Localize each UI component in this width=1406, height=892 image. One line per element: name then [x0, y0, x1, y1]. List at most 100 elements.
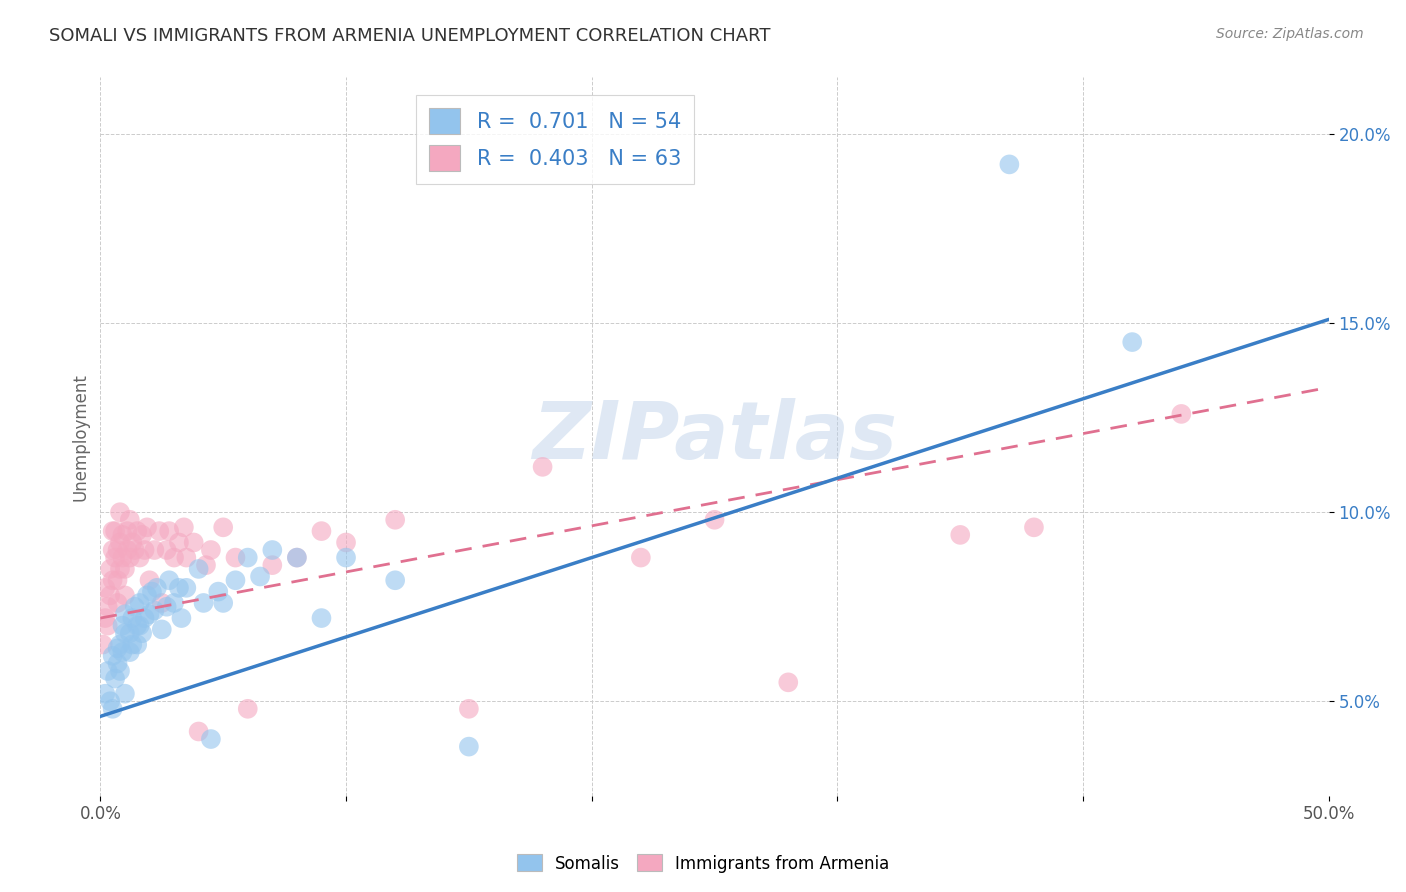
Point [108, 505, 131, 519]
Point [136, 520, 159, 534]
Point [127, 618, 149, 632]
Point [97, 618, 120, 632]
Point [108, 562, 131, 576]
Point [224, 550, 246, 565]
Point [703, 513, 725, 527]
Point [163, 550, 186, 565]
Point [311, 524, 333, 538]
Point [128, 550, 150, 565]
Point [187, 562, 209, 576]
Point [170, 611, 193, 625]
Y-axis label: Unemployment: Unemployment [72, 373, 89, 500]
Point [200, 543, 222, 558]
Point [97, 599, 120, 614]
Point [384, 574, 406, 588]
Point [111, 645, 134, 659]
Point [384, 513, 406, 527]
Point [107, 641, 129, 656]
Point [117, 543, 139, 558]
Legend: R =  0.701   N = 54, R =  0.403   N = 63: R = 0.701 N = 54, R = 0.403 N = 63 [416, 95, 693, 184]
Point [285, 550, 308, 565]
Point [200, 732, 222, 747]
Text: Source: ZipAtlas.com: Source: ZipAtlas.com [1216, 27, 1364, 41]
Point [104, 524, 127, 538]
Point [94, 581, 117, 595]
Point [262, 543, 284, 558]
Point [148, 524, 170, 538]
Point [118, 550, 141, 565]
Point [111, 618, 134, 632]
Point [121, 535, 143, 549]
Point [94, 611, 117, 625]
Legend: Somalis, Immigrants from Armenia: Somalis, Immigrants from Armenia [510, 847, 896, 880]
Point [127, 638, 149, 652]
Point [118, 513, 141, 527]
Point [111, 528, 134, 542]
Point [949, 528, 972, 542]
Point [212, 520, 235, 534]
Point [457, 702, 479, 716]
Point [236, 550, 259, 565]
Point [630, 550, 652, 565]
Point [107, 574, 129, 588]
Point [98, 694, 121, 708]
Point [143, 543, 166, 558]
Point [1121, 335, 1143, 350]
Point [998, 157, 1021, 171]
Point [157, 524, 180, 538]
Point [167, 535, 190, 549]
Point [311, 611, 333, 625]
Point [262, 558, 284, 573]
Point [131, 626, 153, 640]
Point [94, 687, 117, 701]
Point [146, 581, 169, 595]
Point [108, 664, 131, 678]
Point [104, 550, 127, 565]
Point [150, 623, 173, 637]
Point [150, 596, 173, 610]
Point [111, 550, 134, 565]
Point [128, 618, 150, 632]
Point [98, 562, 121, 576]
Point [114, 588, 136, 602]
Point [121, 611, 143, 625]
Point [335, 550, 357, 565]
Point [143, 603, 166, 617]
Point [285, 550, 308, 565]
Text: SOMALI VS IMMIGRANTS FROM ARMENIA UNEMPLOYMENT CORRELATION CHART: SOMALI VS IMMIGRANTS FROM ARMENIA UNEMPL… [49, 27, 770, 45]
Point [173, 520, 195, 534]
Point [138, 574, 160, 588]
Point [118, 626, 141, 640]
Point [1022, 520, 1045, 534]
Point [101, 543, 124, 558]
Point [778, 675, 800, 690]
Point [101, 524, 124, 538]
Point [114, 607, 136, 622]
Point [127, 524, 149, 538]
Point [91, 638, 114, 652]
Point [108, 535, 131, 549]
Point [97, 664, 120, 678]
Point [114, 687, 136, 701]
Point [134, 611, 156, 625]
Point [156, 599, 179, 614]
Text: ZIPatlas: ZIPatlas [531, 398, 897, 475]
Point [107, 543, 129, 558]
Point [183, 535, 205, 549]
Point [212, 596, 235, 610]
Point [335, 535, 357, 549]
Point [101, 574, 124, 588]
Point [108, 638, 131, 652]
Point [224, 574, 246, 588]
Point [117, 524, 139, 538]
Point [1170, 407, 1192, 421]
Point [176, 550, 198, 565]
Point [118, 645, 141, 659]
Point [124, 543, 146, 558]
Point [101, 648, 124, 663]
Point [101, 702, 124, 716]
Point [107, 657, 129, 671]
Point [156, 543, 179, 558]
Point [163, 596, 186, 610]
Point [531, 459, 554, 474]
